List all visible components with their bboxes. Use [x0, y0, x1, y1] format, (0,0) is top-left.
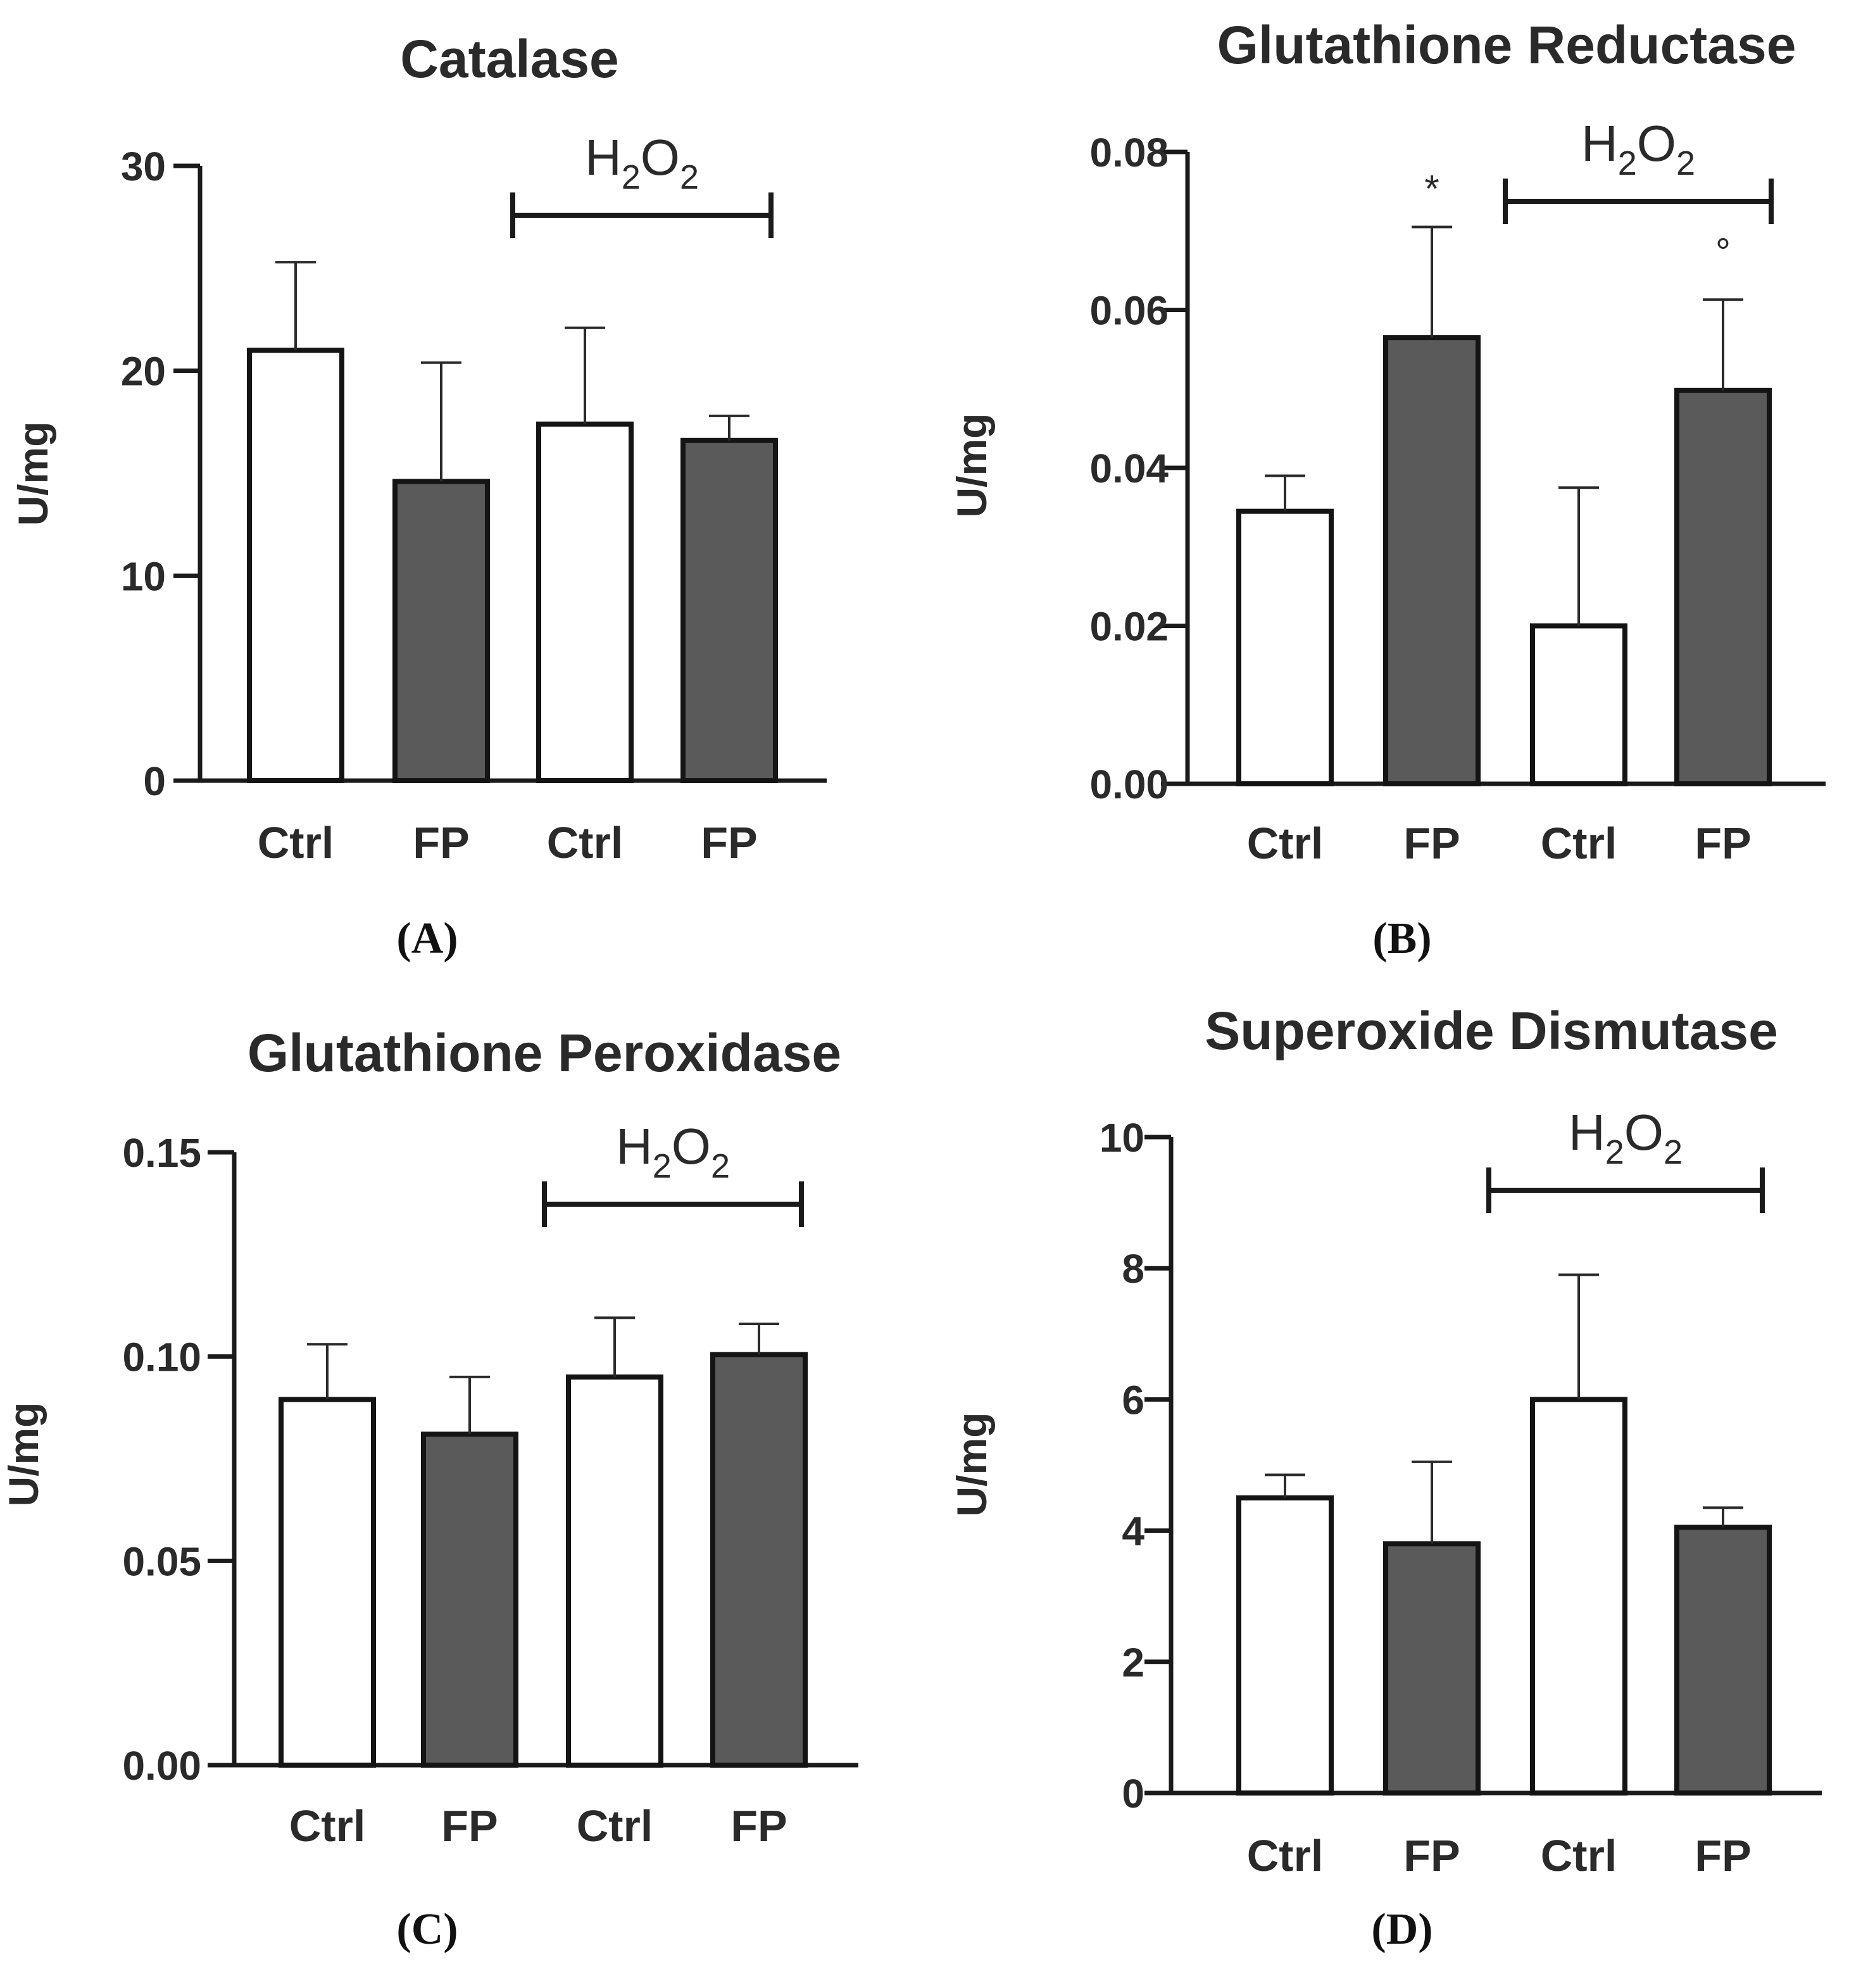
h2o2-letter: H: [1581, 115, 1618, 172]
h2o2-bracket: [542, 1181, 804, 1227]
chart-panel-c: Glutathione Peroxidase 0.00 0.05 0.10 0.15 U/…: [0, 1023, 858, 1954]
x-category-label: Ctrl: [547, 818, 624, 867]
y-tick-label: 20: [121, 349, 166, 394]
significance-marker: °: [1715, 230, 1731, 273]
y-axis-label: U/mg: [948, 413, 995, 518]
h2o2-subscript: 2: [680, 158, 699, 196]
y-tick-label: 0.02: [1089, 604, 1169, 650]
h2o2-letter: H: [616, 1118, 653, 1174]
bar-fp-4: [1674, 1525, 1772, 1796]
h2o2-subscript: 2: [1618, 144, 1637, 182]
h2o2-subscript: 2: [622, 158, 641, 196]
x-category-label: FP: [1695, 819, 1751, 868]
bar-ctrl-1: [247, 348, 344, 783]
x-category-label: FP: [441, 1801, 498, 1851]
x-category-label: Ctrl: [577, 1801, 653, 1851]
bar-fp-2: [1383, 1541, 1481, 1796]
x-category-label: Ctrl: [1247, 819, 1324, 868]
y-tick-label: 10: [121, 553, 166, 599]
bar-fp-2: [1383, 335, 1481, 786]
h2o2-subscript: 2: [653, 1147, 672, 1185]
y-tick-label: 0: [1122, 1771, 1144, 1816]
x-category-label: Ctrl: [258, 818, 334, 867]
h2o2-letter: O: [641, 129, 680, 186]
h2o2-letter: O: [1624, 1104, 1664, 1161]
h2o2-bracket: [510, 192, 774, 238]
chart-title: Glutathione Peroxidase: [248, 1023, 841, 1083]
h2o2-bracket: [1486, 1167, 1765, 1213]
bar-ctrl-3: [1530, 1397, 1627, 1796]
panel-label: (B): [1372, 914, 1431, 963]
y-tick-label: 0.10: [122, 1335, 201, 1380]
h2o2-subscript: 2: [1676, 144, 1695, 182]
y-tick-label: 0.08: [1089, 130, 1169, 175]
bar-ctrl-3: [1530, 623, 1627, 786]
y-tick-label: 0.06: [1089, 288, 1169, 334]
y-axis-label: U/mg: [0, 1402, 47, 1507]
y-tick-label: 0.04: [1089, 446, 1169, 491]
x-category-label: Ctrl: [1247, 1831, 1324, 1880]
chart-title: Superoxide Dismutase: [1205, 1001, 1778, 1060]
bar-ctrl-1: [1236, 508, 1334, 786]
bar-fp-4: [680, 437, 778, 783]
significance-marker: *: [1424, 168, 1439, 210]
y-tick-label: 4: [1122, 1509, 1144, 1554]
chart-panel-b: Glutathione Reductase 0.00 0.02 0.04 0.06 0.0…: [948, 15, 1826, 963]
bar-fp-4: [1674, 387, 1772, 786]
y-tick-label: 8: [1122, 1246, 1144, 1292]
h2o2-subscript: 2: [1605, 1133, 1624, 1171]
chart-title: Catalase: [400, 29, 619, 89]
bar-fp-2: [421, 1431, 518, 1768]
x-category-label: Ctrl: [1541, 1831, 1617, 1880]
x-category-label: FP: [701, 818, 757, 867]
bar-fp-4: [710, 1352, 808, 1768]
h2o2-label: H2O2: [1581, 115, 1695, 182]
x-category-label: Ctrl: [289, 1801, 366, 1851]
y-tick-label: 0: [143, 758, 166, 804]
bar-ctrl-1: [1236, 1495, 1334, 1796]
y-axis-label: U/mg: [9, 422, 56, 526]
x-category-label: Ctrl: [1541, 819, 1617, 868]
panel-label: (D): [1371, 1905, 1432, 1954]
h2o2-label: H2O2: [585, 129, 699, 196]
h2o2-letter: O: [1637, 115, 1676, 172]
x-category-label: FP: [730, 1801, 787, 1851]
x-category-label: FP: [413, 818, 469, 867]
y-tick-label: 10: [1100, 1115, 1144, 1161]
panel-label: (A): [396, 914, 458, 963]
bar-ctrl-3: [566, 1374, 663, 1768]
h2o2-subscript: 2: [1664, 1133, 1683, 1171]
chart-panel-d: Superoxide Dismutase 0 2 4 6 8 10 U/mg Ctrl FP Ctr…: [948, 1001, 1822, 1954]
x-category-label: FP: [1403, 1831, 1460, 1880]
h2o2-letter: H: [585, 129, 622, 186]
y-tick-label: 30: [121, 144, 166, 189]
h2o2-bracket: [1503, 179, 1774, 224]
bar-ctrl-1: [279, 1397, 376, 1768]
h2o2-label: H2O2: [1569, 1104, 1683, 1171]
panel-label: (C): [396, 1905, 458, 1954]
x-category-label: FP: [1403, 819, 1460, 868]
h2o2-subscript: 2: [711, 1147, 730, 1185]
chart-title: Glutathione Reductase: [1217, 15, 1796, 75]
y-axis-label: U/mg: [948, 1412, 995, 1517]
y-tick-label: 0.05: [122, 1538, 201, 1584]
x-category-label: FP: [1695, 1831, 1751, 1880]
h2o2-letter: H: [1569, 1104, 1605, 1161]
h2o2-label: H2O2: [616, 1118, 730, 1185]
y-tick-label: 0.00: [122, 1743, 201, 1789]
y-tick-label: 2: [1122, 1640, 1144, 1685]
h2o2-letter: O: [672, 1118, 711, 1174]
y-tick-label: 6: [1122, 1377, 1144, 1423]
bar-fp-2: [392, 479, 490, 783]
y-tick-label: 0.00: [1089, 762, 1169, 807]
y-tick-label: 0.15: [122, 1130, 201, 1176]
bar-ctrl-3: [536, 421, 634, 783]
